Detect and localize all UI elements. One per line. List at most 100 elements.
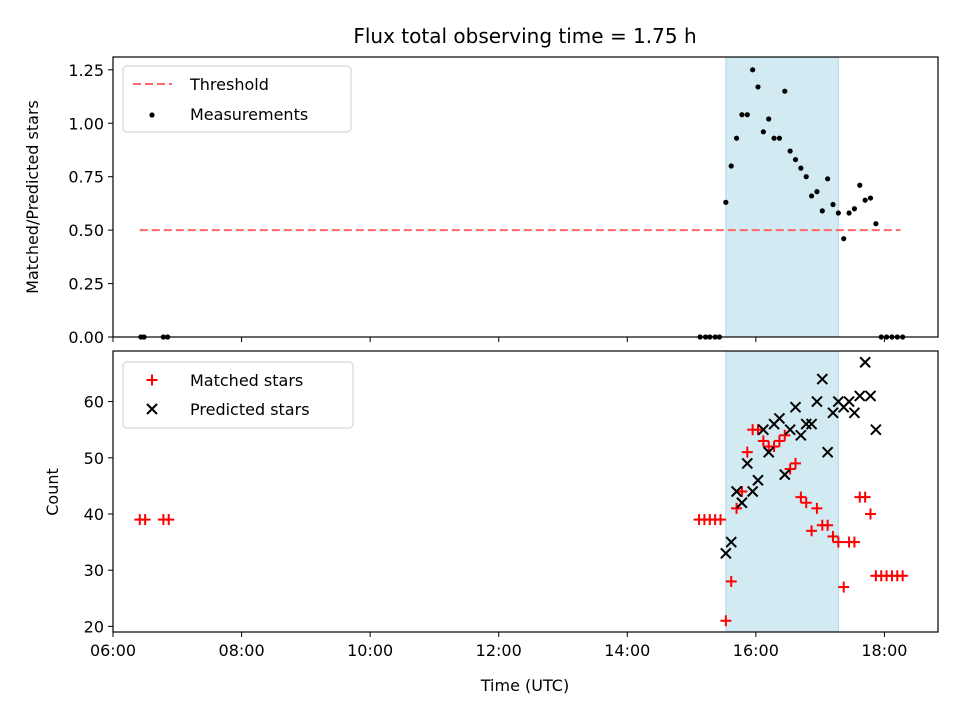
legend-matched-swatch [146,374,158,386]
predicted-star-point [864,390,877,402]
x-axis-label: Time (UTC) [480,676,569,695]
y-tick-label: 40 [84,505,104,524]
measurement-point [760,129,766,135]
legend-measurements-label: Measurements [190,105,308,124]
legend-threshold-label: Threshold [189,75,269,94]
top-legend: Threshold Measurements [122,65,352,133]
bottom-x-ticks: 06:00 08:00 10:00 12:00 14:00 16:00 18:00 [90,632,907,660]
predicted-star-point [746,485,759,498]
measurement-point [739,112,745,118]
matched-star-point [715,514,726,526]
measurement-point [771,135,777,141]
measurement-point [862,197,868,203]
top-panel: 0.00 0.25 0.50 0.75 1.00 1.25 Matched/Predict… [23,56,939,347]
measurement-point [825,176,831,182]
measurement-point [814,189,820,195]
top-shaded-region [725,56,839,338]
measurement-point [819,208,825,214]
measurement-point [766,116,772,122]
matched-star-point [752,424,764,436]
predicted-star-point [859,356,871,368]
matched-star-point [731,502,743,514]
x-tick-label: 08:00 [219,641,265,660]
predicted-star-point [821,446,834,458]
measurement-point [851,206,858,212]
matched-star-point [897,570,909,582]
matched-star-point [768,441,780,453]
measurement-point [728,163,734,169]
matched-star-point [163,514,175,526]
measurement-point [830,201,836,208]
y-tick-label: 1.00 [68,114,104,133]
measurement-point [803,174,809,180]
predicted-star-point [741,457,753,470]
matched-star-point [741,446,753,458]
matched-star-point [779,429,791,441]
x-tick-label: 12:00 [476,641,522,660]
legend-matched-label: Matched stars [190,371,303,390]
predicted-star-point [870,423,882,436]
measurement-point [808,193,815,199]
y-tick-label: 1.25 [68,61,104,80]
measurement-point [776,135,783,141]
predicted-star-point [763,446,775,458]
predicted-star-point [811,395,823,408]
bottom-panel: 20 30 40 50 60 06:00 08:00 10:00 12:00 14:00 16:0… [43,350,939,695]
matched-star-point [859,491,871,503]
predicted-star-point [784,423,796,436]
matched-star-point [848,536,860,548]
x-tick-label: 16:00 [733,641,779,660]
predicted-star-point [773,412,786,425]
measurement-point [846,210,852,216]
matched-star-point [784,463,796,475]
y-tick-label: 0.75 [68,168,104,187]
predicted-star-point [795,429,807,442]
y-tick-label: 50 [84,449,104,468]
measurement-point [782,88,788,94]
predicted-star-point [779,468,791,481]
y-tick-label: 30 [84,561,104,580]
measurement-point [787,148,793,154]
y-tick-label: 0.50 [68,221,104,240]
bottom-plot-frame [112,350,939,633]
matched-star-point [736,486,748,497]
shaded-region-rect [725,56,839,338]
matched-star-point [720,615,732,627]
y-tick-label: 0.00 [68,328,104,347]
matched-star-point [800,497,812,509]
measurement-point [723,199,729,205]
legend-measurements-swatch [149,112,155,118]
x-tick-label: 18:00 [861,641,907,660]
measurement-point [857,182,863,188]
matched-star-points [134,424,909,627]
measurement-point [733,135,740,141]
predicted-star-point [789,401,802,413]
measurement-point [792,156,799,163]
matched-star-point [838,581,850,593]
measurement-point [750,67,756,73]
matched-star-point [806,525,818,537]
matched-star-point [865,508,876,520]
bottom-y-axis-label: Count [43,468,62,516]
bottom-legend-box [122,361,354,429]
measurement-points [138,67,906,340]
predicted-star-point [816,373,828,385]
predicted-star-point [827,407,839,419]
top-legend-box [122,65,352,133]
matched-star-point [795,491,807,503]
matched-star-point [757,435,769,447]
x-tick-label: 14:00 [604,641,650,660]
matched-star-point [139,514,151,526]
measurement-point [873,221,879,227]
top-y-ticks: 0.00 0.25 0.50 0.75 1.00 1.25 [68,61,113,347]
predicted-star-point [730,485,743,498]
predicted-star-point [720,547,732,560]
matched-star-point [822,519,834,531]
matched-star-point [832,536,844,548]
predicted-star-point [736,497,748,509]
predicted-star-point [752,474,764,486]
bottom-legend: Matched stars Predicted stars [122,361,354,429]
y-tick-label: 20 [84,617,104,636]
top-plot-frame [112,56,939,338]
